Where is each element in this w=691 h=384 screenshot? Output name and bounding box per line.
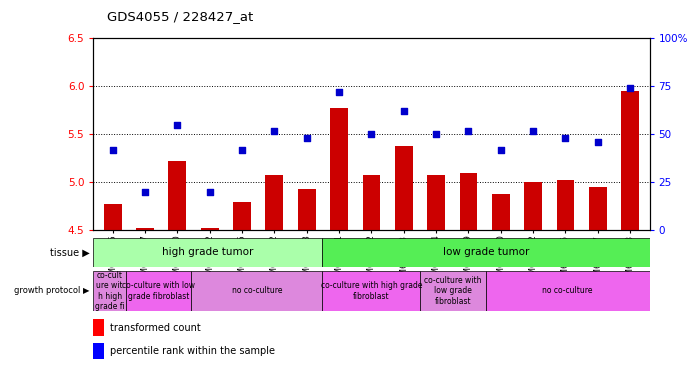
Text: GDS4055 / 228427_at: GDS4055 / 228427_at xyxy=(107,10,254,23)
Text: co-culture with high grade
fibroblast: co-culture with high grade fibroblast xyxy=(321,281,422,301)
Bar xyxy=(233,202,251,230)
Point xyxy=(107,147,118,153)
Bar xyxy=(93,238,322,267)
Text: no co-culture: no co-culture xyxy=(231,286,282,295)
Point xyxy=(301,135,312,141)
Bar xyxy=(191,271,322,311)
Bar xyxy=(126,271,191,311)
Point xyxy=(140,189,151,195)
Text: transformed count: transformed count xyxy=(110,323,200,333)
Text: growth protocol ▶: growth protocol ▶ xyxy=(15,286,90,295)
Bar xyxy=(589,187,607,230)
Bar xyxy=(322,238,650,267)
Bar xyxy=(460,173,477,230)
Text: percentile rank within the sample: percentile rank within the sample xyxy=(110,346,275,356)
Bar xyxy=(524,182,542,230)
Bar xyxy=(104,204,122,230)
Point xyxy=(495,147,507,153)
Point xyxy=(236,147,247,153)
Bar xyxy=(93,319,104,336)
Point xyxy=(592,139,603,145)
Bar xyxy=(556,180,574,230)
Bar xyxy=(427,175,445,230)
Bar xyxy=(93,343,104,359)
Point xyxy=(625,85,636,91)
Point xyxy=(172,122,183,128)
Bar xyxy=(421,271,486,311)
Bar xyxy=(298,189,316,230)
Point xyxy=(528,127,539,134)
Bar xyxy=(330,108,348,230)
Point xyxy=(334,89,345,95)
Bar xyxy=(136,228,154,230)
Text: low grade tumor: low grade tumor xyxy=(443,247,529,258)
Point xyxy=(430,131,442,137)
Text: co-cult
ure wit
h high
grade fi: co-cult ure wit h high grade fi xyxy=(95,271,124,311)
Point xyxy=(398,108,409,114)
Bar xyxy=(93,271,126,311)
Point xyxy=(560,135,571,141)
Text: co-culture with low
grade fibroblast: co-culture with low grade fibroblast xyxy=(122,281,196,301)
Point xyxy=(366,131,377,137)
Text: high grade tumor: high grade tumor xyxy=(162,247,254,258)
Text: tissue ▶: tissue ▶ xyxy=(50,247,90,258)
Bar xyxy=(492,194,510,230)
Bar xyxy=(363,175,380,230)
Bar xyxy=(395,146,413,230)
Bar xyxy=(486,271,650,311)
Bar xyxy=(201,228,218,230)
Point xyxy=(204,189,215,195)
Bar xyxy=(265,175,283,230)
Bar xyxy=(621,91,639,230)
Text: no co-culture: no co-culture xyxy=(542,286,593,295)
Bar xyxy=(322,271,421,311)
Point xyxy=(463,127,474,134)
Text: co-culture with
low grade
fibroblast: co-culture with low grade fibroblast xyxy=(424,276,482,306)
Point xyxy=(269,127,280,134)
Bar xyxy=(169,161,187,230)
